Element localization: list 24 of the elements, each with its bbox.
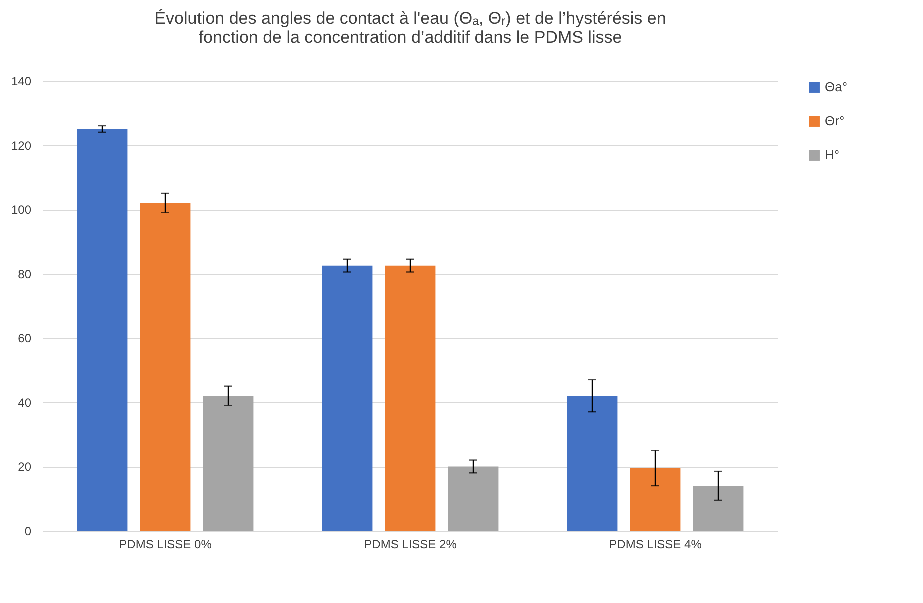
y-tick-label: 40 xyxy=(18,396,32,410)
bar xyxy=(203,396,254,531)
y-tick-label: 140 xyxy=(11,74,32,88)
bar xyxy=(630,468,681,531)
chart-title: Évolution des angles de contact à l'eau (Θₐ, Θᵣ) et de l’hystérésis en fonction de la concentration d’additif dans le PDMS lisse xyxy=(154,9,666,47)
x-tick-label: PDMS LISSE 0% xyxy=(119,538,212,552)
bar xyxy=(385,266,436,531)
y-tick-label: 0 xyxy=(24,524,32,538)
bar xyxy=(693,486,744,531)
y-tick-label: 60 xyxy=(18,332,32,346)
legend-label: Θr° xyxy=(825,114,845,128)
bar xyxy=(77,129,128,531)
y-tick-label: 80 xyxy=(18,267,32,282)
legend-label: Θa° xyxy=(825,80,848,94)
y-tick-label: 100 xyxy=(11,203,32,218)
bar xyxy=(448,466,499,531)
bar xyxy=(322,266,373,531)
x-tick-label: PDMS LISSE 4% xyxy=(609,538,702,552)
x-tick-label: PDMS LISSE 2% xyxy=(364,538,458,552)
legend-label: H° xyxy=(825,148,840,162)
bar xyxy=(140,203,191,531)
y-tick-label: 120 xyxy=(11,138,32,153)
bar xyxy=(567,396,618,531)
y-tick-label: 20 xyxy=(18,460,32,474)
